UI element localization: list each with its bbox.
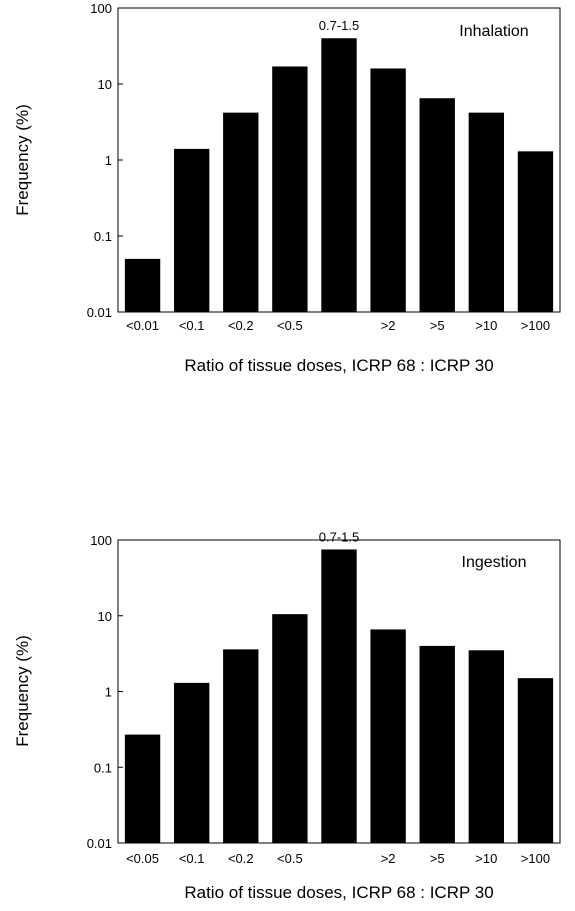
bar bbox=[173, 148, 210, 312]
bar bbox=[223, 112, 259, 312]
y-axis-title: Frequency (%) bbox=[13, 635, 32, 746]
y-tick-label: 1 bbox=[105, 153, 112, 168]
y-tick-label: 0.1 bbox=[94, 760, 112, 775]
chart-panel-2: 100 10 1 0.1 0.01 <0.05 <0.1 <0.2 <0.5 >2 >5 >10 >10… bbox=[13, 529, 561, 902]
x-category-label: <0.01 bbox=[126, 318, 159, 333]
bar-annotation: 0.7-1.5 bbox=[319, 529, 359, 544]
chart-title: Inhalation bbox=[459, 23, 528, 40]
x-category-label: >5 bbox=[430, 318, 445, 333]
x-category-label: <0.1 bbox=[179, 318, 205, 333]
x-category-label: >10 bbox=[475, 318, 497, 333]
bar bbox=[272, 66, 308, 312]
bar bbox=[517, 151, 554, 312]
y-tick-label: 0.01 bbox=[87, 305, 112, 320]
bar bbox=[223, 649, 259, 843]
x-category-label: >2 bbox=[381, 851, 396, 866]
chart-title: Ingestion bbox=[462, 554, 527, 571]
x-axis-title: Ratio of tissue doses, ICRP 68 : ICRP 30 bbox=[184, 883, 493, 902]
y-axis-title: Frequency (%) bbox=[13, 104, 32, 215]
bar bbox=[468, 112, 505, 312]
bar bbox=[272, 614, 308, 843]
y-tick-label: 10 bbox=[98, 609, 112, 624]
y-tick-label: 0.1 bbox=[94, 229, 112, 244]
x-category-label: <0.5 bbox=[277, 851, 303, 866]
x-category-label: <0.2 bbox=[228, 318, 254, 333]
y-tick-label: 100 bbox=[90, 533, 112, 548]
chart-panel-1: 100 10 1 0.1 0.01 <0.01 <0.1 <0.2 <0.5 >2 >5 >10 >10… bbox=[13, 1, 561, 375]
bar bbox=[321, 38, 357, 312]
x-category-label: <0.05 bbox=[126, 851, 159, 866]
bar bbox=[468, 650, 505, 843]
y-tick-label: 1 bbox=[105, 685, 112, 700]
x-category-label: >100 bbox=[521, 318, 550, 333]
bar bbox=[124, 734, 161, 843]
x-category-label: <0.2 bbox=[228, 851, 254, 866]
bar bbox=[173, 682, 210, 843]
bar bbox=[321, 549, 357, 843]
bar bbox=[124, 258, 161, 312]
bar bbox=[370, 68, 406, 313]
y-tick-label: 0.01 bbox=[87, 836, 112, 851]
bar bbox=[419, 98, 455, 312]
bar bbox=[517, 678, 554, 843]
x-category-label: >2 bbox=[381, 318, 396, 333]
x-axis-title: Ratio of tissue doses, ICRP 68 : ICRP 30 bbox=[184, 356, 493, 375]
x-category-label: <0.5 bbox=[277, 318, 303, 333]
y-tick-label: 100 bbox=[90, 1, 112, 16]
x-category-label: <0.1 bbox=[179, 851, 205, 866]
bar bbox=[370, 629, 406, 843]
bar-annotation: 0.7-1.5 bbox=[319, 18, 359, 33]
bar bbox=[419, 645, 455, 843]
y-tick-label: 10 bbox=[98, 77, 112, 92]
x-category-label: >10 bbox=[475, 851, 497, 866]
x-category-label: >100 bbox=[521, 851, 550, 866]
x-category-label: >5 bbox=[430, 851, 445, 866]
